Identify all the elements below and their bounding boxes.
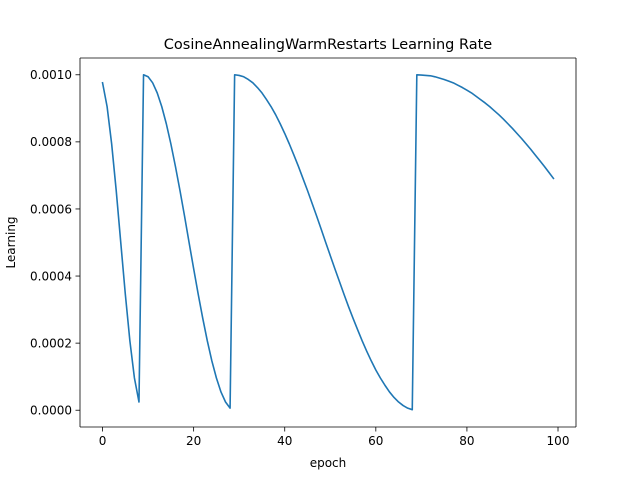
y-axis-label: Learning — [4, 216, 18, 268]
plot-area — [80, 58, 576, 427]
y-axis-ticks: 0.0000 0.0002 0.0004 0.0006 0.0008 0.0010 — [30, 68, 80, 418]
axes-frame — [79, 57, 577, 428]
x-tick-label: 60 — [368, 434, 383, 448]
x-axis-ticks: 0 20 40 60 80 100 — [99, 427, 570, 448]
y-tick-label: 0.0000 — [30, 404, 72, 418]
chart-title: CosineAnnealingWarmRestarts Learning Rat… — [164, 37, 493, 53]
y-tick-label: 0.0006 — [30, 202, 72, 216]
y-tick-label: 0.0004 — [30, 269, 72, 283]
x-tick-label: 100 — [547, 434, 570, 448]
x-tick-label: 0 — [99, 434, 107, 448]
series-line — [101, 73, 555, 411]
x-tick-label: 20 — [186, 434, 201, 448]
series-layer — [101, 73, 555, 411]
y-tick-label: 0.0002 — [30, 336, 72, 350]
y-tick-label: 0.0010 — [30, 68, 72, 82]
x-axis-label: epoch — [310, 456, 347, 470]
x-tick-label: 80 — [459, 434, 474, 448]
y-tick-label: 0.0008 — [30, 135, 72, 149]
x-tick-label: 40 — [277, 434, 292, 448]
